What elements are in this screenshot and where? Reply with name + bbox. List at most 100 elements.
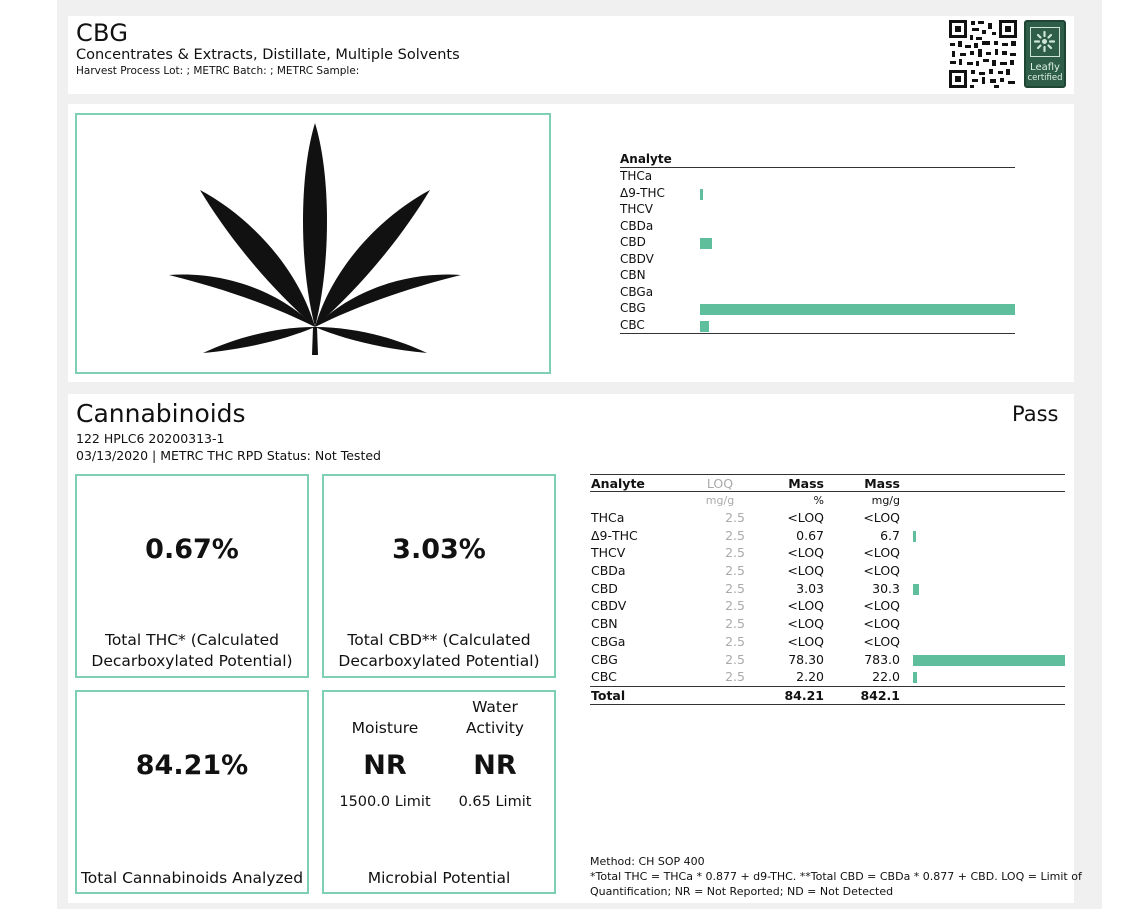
lot-info: Harvest Process Lot: ; METRC Batch: ; ME… [76, 65, 360, 77]
analyte-name: CBGa [591, 633, 626, 649]
table-row: CBD 2.5 3.03 30.3 [590, 580, 1065, 598]
mass-pct-value: 3.03 [796, 580, 824, 596]
table-row: Δ9-THC 2.5 0.67 6.7 [590, 527, 1065, 545]
overview-analyte-name: CBN [620, 268, 646, 282]
overview-analyte-name: THCV [620, 202, 653, 216]
analyte-name: Δ9-THC [591, 527, 638, 543]
header-mass-mg: Mass [864, 476, 900, 491]
mass-pct-value: <LOQ [787, 633, 824, 649]
loq-value: 2.5 [725, 510, 745, 525]
overview-analyte-row: CBDa [620, 218, 1015, 235]
header-card [68, 16, 1074, 94]
overview-analyte-chart: Analyte THCa Δ9-THC THCV CBDa CBD CBDV CBN CBGa… [620, 152, 1015, 334]
water-label-2: Activity [466, 719, 524, 737]
loq-value: 2.5 [725, 669, 745, 685]
mass-mg-value: <LOQ [863, 545, 900, 561]
total-analyzed-box: 84.21% Total Cannabinoids Analyzed [75, 690, 309, 894]
mass-pct-value: <LOQ [787, 616, 824, 632]
total-label: Total [591, 687, 626, 703]
mass-mg-value: 30.3 [872, 580, 900, 596]
analyte-name: CBC [591, 669, 617, 685]
section-title: Cannabinoids [76, 399, 246, 428]
table-row: CBDa 2.5 <LOQ <LOQ [590, 562, 1065, 580]
overview-analyte-header: Analyte [620, 152, 1015, 168]
footnote-line-2: Quantification; NR = Not Reported; ND = … [590, 885, 894, 898]
leafly-logo-icon [1030, 27, 1060, 57]
overview-divider [620, 333, 1015, 334]
mass-pct-value: <LOQ [787, 545, 824, 561]
loq-value: 2.5 [725, 563, 745, 579]
analyte-name: CBN [591, 616, 618, 632]
mass-pct-value: 0.67 [796, 527, 824, 543]
unit-loq: mg/g [705, 494, 735, 507]
overview-analyte-name: CBG [620, 301, 646, 315]
overview-analyte-name: CBDa [620, 218, 654, 233]
water-limit: 0.65 Limit [458, 794, 532, 810]
loq-value: 2.5 [725, 616, 745, 632]
overview-analyte-name: CBC [620, 317, 645, 332]
product-title: CBG [76, 19, 129, 47]
table-row: THCV 2.5 <LOQ <LOQ [590, 544, 1065, 562]
table-row: THCa 2.5 <LOQ <LOQ [590, 509, 1065, 527]
table-row: CBGa 2.5 <LOQ <LOQ [590, 633, 1065, 651]
mass-pct-value: <LOQ [787, 598, 824, 614]
header-mass-pct: Mass [788, 476, 824, 491]
table-row: CBN 2.5 <LOQ <LOQ [590, 615, 1065, 633]
status-badge: Pass [1012, 402, 1059, 426]
unit-mass-mg: mg/g [871, 494, 900, 507]
table-row: CBDV 2.5 <LOQ <LOQ [590, 597, 1065, 615]
overview-analyte-name: CBGa [620, 284, 654, 299]
total-cbd-label-1: Total CBD** (Calculated [347, 631, 531, 649]
mass-mg-value: <LOQ [863, 510, 900, 525]
overview-analyte-row: THCa [620, 168, 1015, 185]
overview-analyte-bar [700, 320, 709, 332]
table-header-row: Analyte LOQ Mass Mass [590, 474, 1065, 491]
loq-value: 2.5 [725, 598, 745, 614]
overview-analyte-row: THCV [620, 201, 1015, 218]
analyte-name: CBDV [591, 598, 627, 614]
moisture-label: Moisture [351, 719, 419, 737]
total-thc-label-2: Decarboxylated Potential) [91, 652, 293, 670]
cannabis-leaf-icon [169, 123, 461, 355]
mass-pct-value: <LOQ [787, 563, 824, 579]
header-loq: LOQ [706, 476, 734, 491]
total-analyzed-value: 84.21% [135, 750, 249, 781]
total-mg: 842.1 [860, 687, 900, 703]
overview-analyte-bar [700, 188, 703, 200]
loq-value: 2.5 [725, 633, 745, 649]
mass-mg-value: 6.7 [880, 527, 900, 543]
total-cbd-value: 3.03% [392, 534, 486, 565]
overview-analyte-row: Δ9-THC [620, 185, 1015, 202]
product-category: Concentrates & Extracts, Distillate, Mul… [76, 47, 460, 63]
microbial-box: Moisture NR 1500.0 Limit Water Activity … [322, 690, 556, 894]
total-analyzed-label: Total Cannabinoids Analyzed [80, 869, 304, 887]
overview-analyte-row: CBDV [620, 251, 1015, 268]
badge-line2: certified [1027, 73, 1063, 83]
total-thc-label-1: Total THC* (Calculated [104, 631, 280, 649]
overview-analyte-name: THCa [620, 169, 653, 183]
total-thc-value: 0.67% [145, 534, 239, 565]
overview-analyte-name: CBDV [620, 251, 654, 266]
total-cbd-label-2: Decarboxylated Potential) [338, 652, 540, 670]
analyte-name: CBD [591, 580, 618, 596]
leafly-certified-badge[interactable]: Leafly certified [1024, 20, 1066, 88]
moisture-value: NR [363, 750, 407, 781]
analyte-name: CBDa [591, 563, 626, 579]
mass-bar [913, 583, 919, 595]
mass-pct-value: 2.20 [796, 669, 824, 685]
overview-analyte-rows: THCa Δ9-THC THCV CBDa CBD CBDV CBN CBGa CBG CBC [620, 168, 1015, 333]
overview-analyte-row: CBN [620, 267, 1015, 284]
unit-mass-pct: % [813, 494, 824, 507]
overview-analyte-name: Δ9-THC [620, 185, 665, 200]
mass-mg-value: <LOQ [863, 616, 900, 632]
loq-value: 2.5 [725, 651, 745, 667]
footnote-line-1: *Total THC = THCa * 0.877 + d9-THC. **To… [590, 870, 1082, 883]
mass-mg-value: <LOQ [863, 633, 900, 649]
overview-analyte-row: CBD [620, 234, 1015, 251]
overview-analyte-row: CBGa [620, 284, 1015, 301]
total-cbd-box: 3.03% Total CBD** (Calculated Decarboxyl… [322, 474, 556, 678]
cannabinoid-results-table: Analyte LOQ Mass Mass mg/g % mg/g THCa 2.… [590, 474, 1065, 705]
total-thc-box: 0.67% Total THC* (Calculated Decarboxyla… [75, 474, 309, 678]
analyte-name: THCV [591, 545, 626, 561]
mass-mg-value: 22.0 [872, 669, 900, 685]
